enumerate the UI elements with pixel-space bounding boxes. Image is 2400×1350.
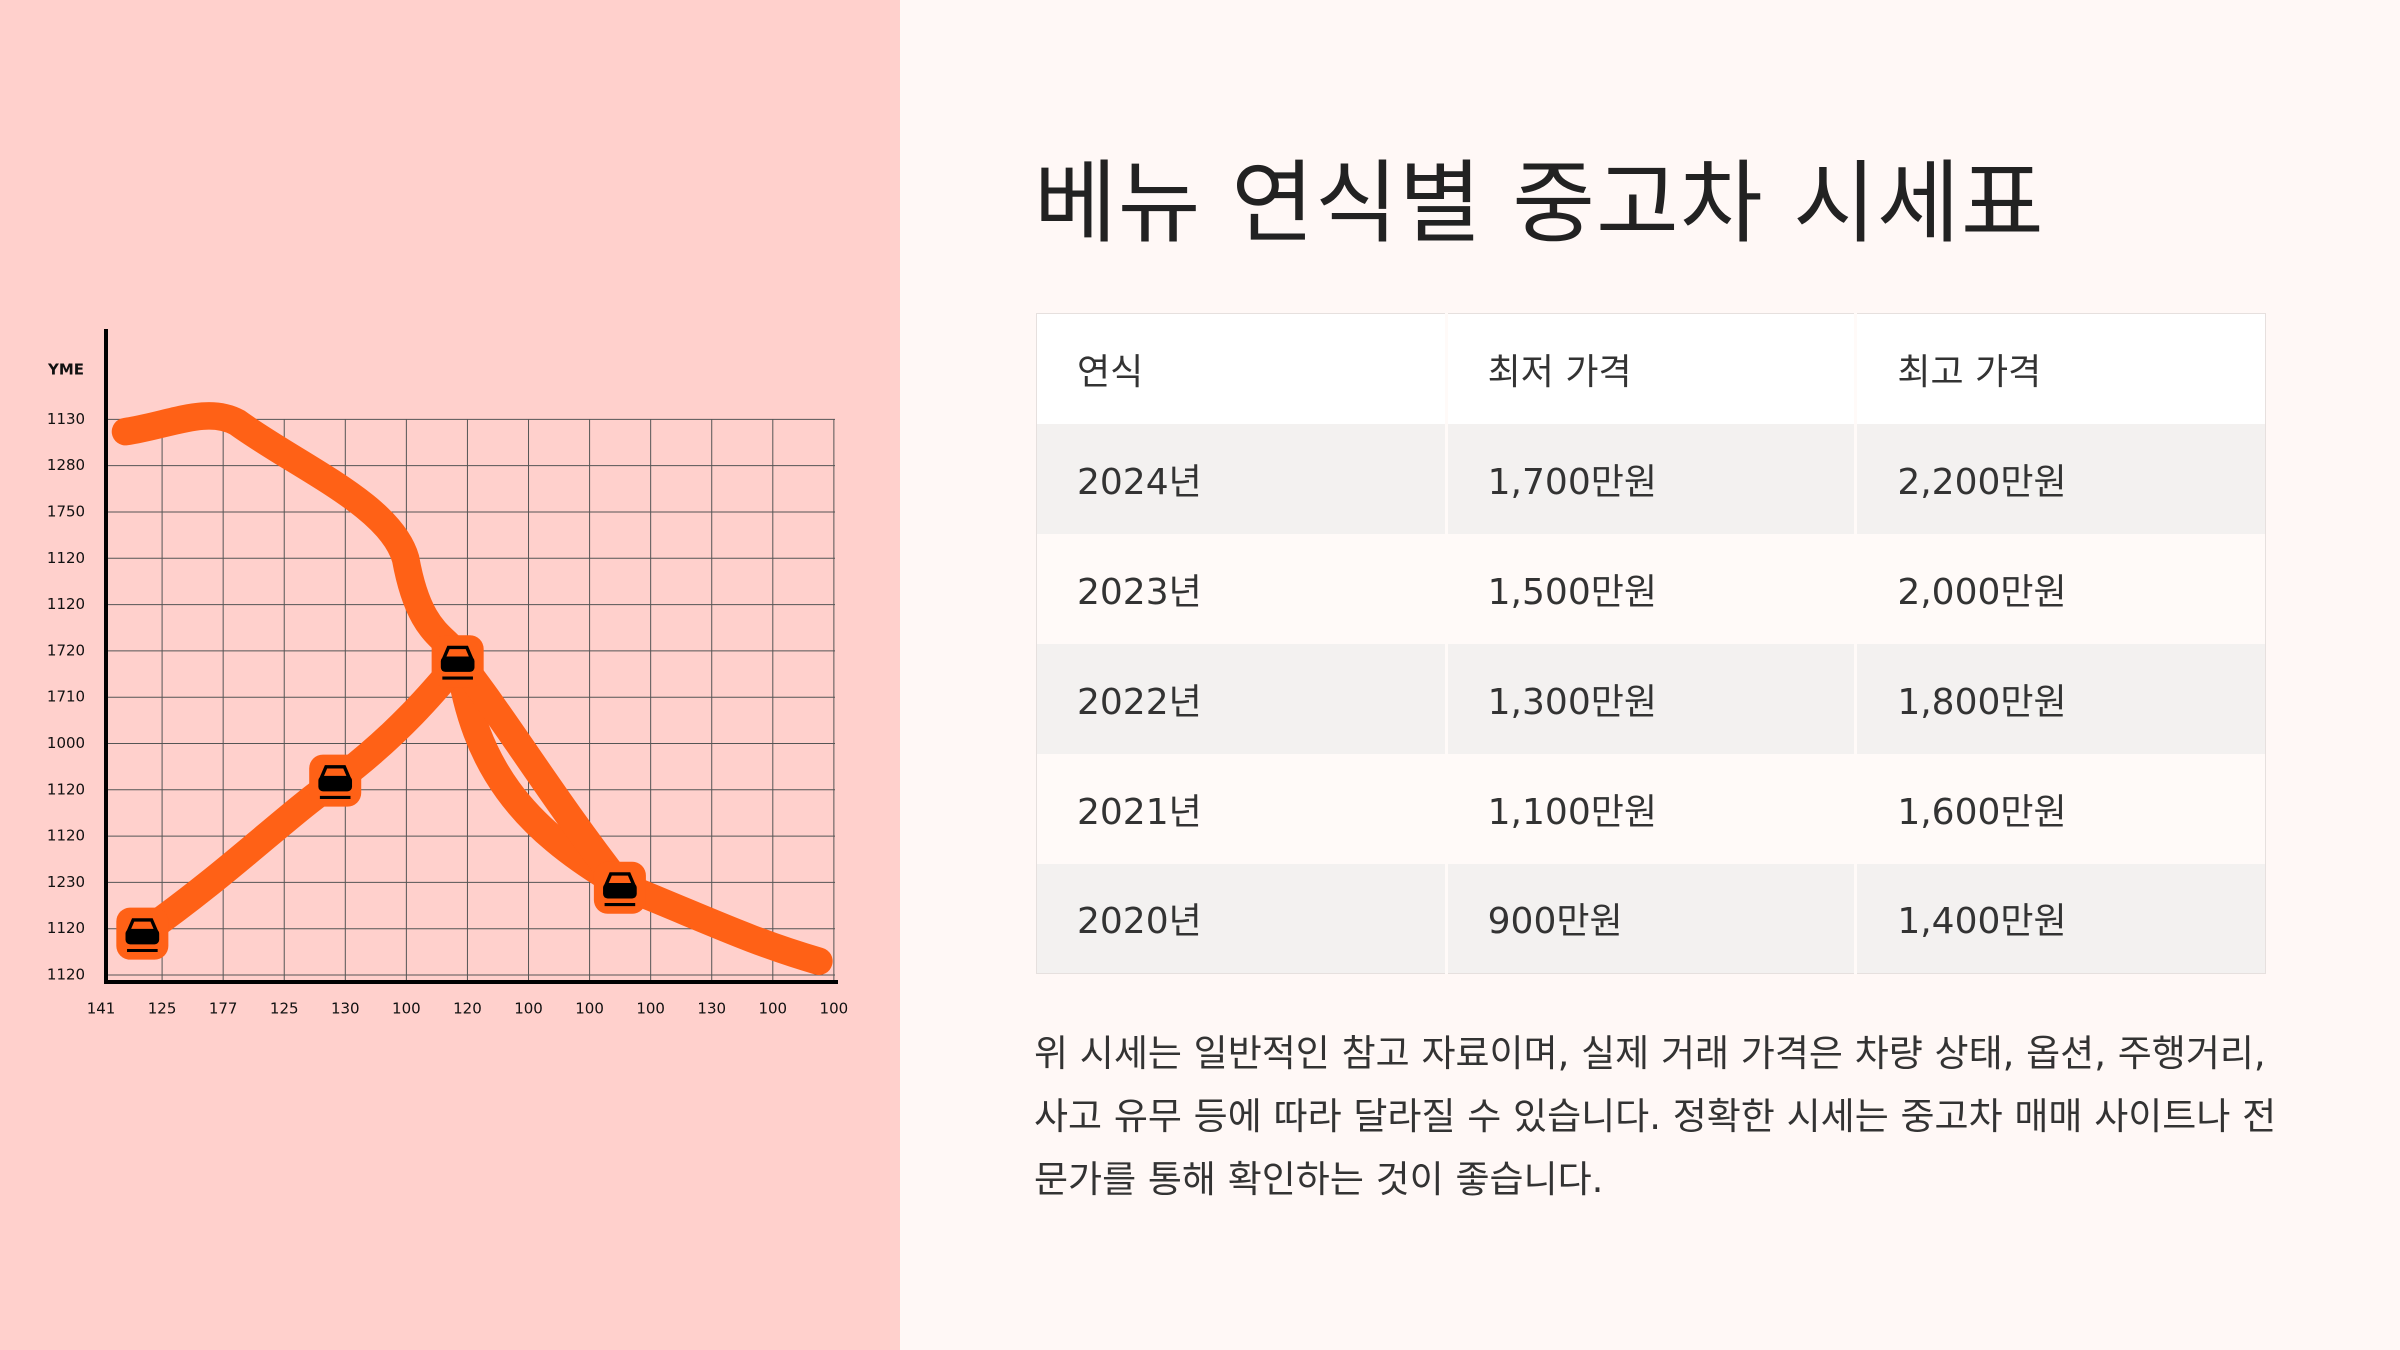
y-label: 1710 [47,688,85,706]
x-label: 100 [575,1000,604,1018]
y-label: 1750 [47,502,85,520]
table-cell: 2022년 [1077,681,1202,723]
y-label: 1120 [47,827,85,845]
chart-illustration: YME 1130 1280 1750 1120 1120 1720 1710 1000 1120… [47,329,849,1018]
curves [111,402,833,975]
x-label: 100 [392,1000,421,1018]
table-cell: 1,400만원 [1854,863,2266,974]
table-cell: 1,700만원 [1444,423,1856,534]
header-cell: 최고 가격 [1854,313,2266,424]
table-cell: 1,100만원 [1444,753,1856,864]
y-label: 1120 [47,780,85,798]
table-row: 2021년 1,100만원 1,600만원 [1036,753,2266,864]
table-row: 2023년 1,500만원 2,000만원 [1036,533,2266,644]
table-cell: 2023년 [1077,571,1202,613]
car-body [440,656,475,672]
title: 베뉴 연식별 중고차 시세표 [1034,151,2045,256]
x-label: 100 [758,1000,787,1018]
table-cell: 2024년 [1077,461,1202,503]
y-label: 1120 [47,919,85,937]
y-label: 1120 [47,965,85,983]
price-table: 연식 최저 가격 최고 가격 2024년 1,700만원 2,200만원 2023년 1… [1036,313,2266,974]
header-row: 연식 최저 가격 최고 가격 [1036,313,2266,424]
x-label: 120 [453,1000,482,1018]
table-row: 2020년 900만원 1,400만원 [1036,863,2266,974]
table-cell: 1,500만원 [1444,533,1856,644]
x-label: 100 [514,1000,543,1018]
y-label: 1720 [47,641,85,659]
x-label: 100 [636,1000,665,1018]
car-body [318,776,353,792]
y-label: 1120 [47,595,85,613]
header-cell: 최저 가격 [1444,313,1856,424]
car-icon [593,861,646,914]
note: 위 시세는 일반적인 참고 자료이며, 실제 거래 가격은 차량 상태, 옵션,… [1034,1032,2277,1201]
x-label: 100 [820,1000,849,1018]
table-cell: 900만원 [1444,863,1856,974]
table-cell: 2020년 [1077,901,1202,943]
table-cell: 1,800만원 [1854,643,2266,754]
table-row: 2024년 1,700만원 2,200만원 [1036,423,2266,534]
curve [128,639,634,948]
car-icon [309,754,362,807]
y-label: 1120 [47,549,85,567]
y-label: 1280 [47,456,85,474]
x-label: 130 [331,1000,360,1018]
x-label: 141 [87,1000,116,1018]
y-label: 1230 [47,873,85,891]
y-label: 1130 [47,410,85,428]
header-cell: 연식 [1077,351,1144,393]
car-icon [116,907,169,960]
x-label: 177 [209,1000,238,1018]
table-cell: 2021년 [1077,791,1202,833]
y-label: 1000 [47,734,85,752]
x-label: 125 [148,1000,177,1018]
table-cell: 2,200만원 [1854,423,2266,534]
table-cell: 2,000만원 [1854,533,2266,644]
table-cell: 1,600만원 [1854,753,2266,864]
car-body [125,929,160,945]
table-cell: 1,300만원 [1444,643,1856,754]
x-label: 125 [270,1000,299,1018]
illustration-panel: YME 1130 1280 1750 1120 1120 1720 1710 1000 1120… [0,0,900,1350]
table-row: 2022년 1,300만원 1,800만원 [1036,643,2266,754]
car-body [603,883,637,899]
x-label: 130 [697,1000,726,1018]
y-title: YME [47,361,84,379]
car-icon [431,635,484,688]
